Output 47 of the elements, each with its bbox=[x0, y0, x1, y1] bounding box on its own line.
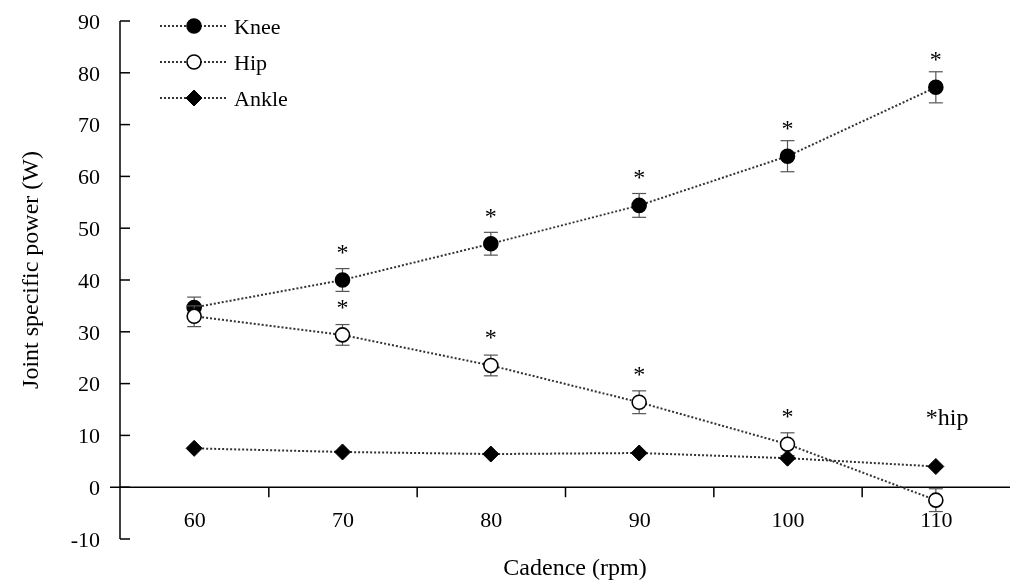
annotation: *hip bbox=[925, 404, 969, 431]
annotation: * bbox=[781, 403, 794, 430]
annotation: * bbox=[484, 202, 497, 229]
annotation: * bbox=[633, 164, 646, 191]
point bbox=[483, 235, 499, 252]
point bbox=[928, 492, 944, 508]
point bbox=[334, 272, 351, 288]
point bbox=[631, 197, 647, 214]
x-tick-label: 110 bbox=[920, 507, 953, 532]
y-axis-title: Joint specific power (W) bbox=[17, 151, 43, 389]
y-tick-label: 70 bbox=[78, 112, 100, 138]
x-tick-label: 80 bbox=[480, 507, 503, 532]
x-tick-label: 100 bbox=[771, 507, 805, 532]
point bbox=[630, 444, 648, 462]
point bbox=[779, 436, 796, 453]
annotation: * bbox=[336, 239, 349, 265]
annotation: * bbox=[929, 46, 942, 73]
annotation: * bbox=[336, 293, 349, 320]
y-tick-label: 40 bbox=[78, 267, 100, 293]
y-tick-label: 10 bbox=[78, 423, 100, 449]
y-tick-label: 80 bbox=[78, 60, 100, 86]
legend-label: Knee bbox=[234, 13, 281, 39]
y-tick-label: 20 bbox=[78, 371, 100, 397]
y-tick-label: 0 bbox=[89, 474, 100, 500]
point bbox=[185, 439, 203, 457]
y-tick-label: 60 bbox=[78, 164, 100, 190]
annotation: * bbox=[484, 324, 497, 351]
legend-label: Ankle bbox=[234, 85, 288, 111]
point bbox=[927, 457, 945, 475]
annotation: * bbox=[633, 361, 646, 388]
point bbox=[631, 394, 647, 411]
legend-label: Hip bbox=[234, 49, 267, 75]
point bbox=[334, 443, 351, 461]
x-tick-label: 70 bbox=[332, 507, 354, 532]
x-tick-label: 60 bbox=[183, 507, 206, 532]
point bbox=[334, 327, 351, 343]
y-tick-label: 50 bbox=[78, 215, 100, 241]
point bbox=[928, 79, 944, 96]
y-tick-label: 30 bbox=[78, 319, 100, 345]
point bbox=[779, 449, 796, 467]
point bbox=[482, 445, 500, 463]
y-tick-label: -10 bbox=[70, 526, 100, 552]
x-axis-title: Cadence (rpm) bbox=[503, 554, 647, 580]
point bbox=[779, 148, 796, 164]
x-tick-label: 90 bbox=[628, 507, 651, 532]
y-tick-label: 90 bbox=[78, 8, 100, 34]
annotation: * bbox=[781, 115, 794, 142]
